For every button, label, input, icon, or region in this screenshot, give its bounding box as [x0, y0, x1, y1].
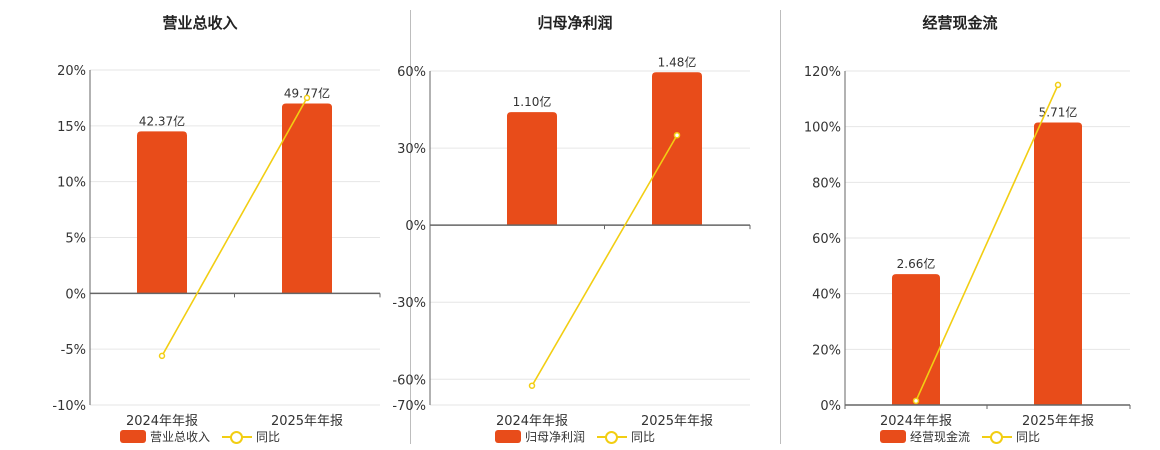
x-tick-label: 2025年年报 [641, 414, 713, 429]
cash-flow-chart: 120% 100% 80% 60% 40% 20% 0% 2.66亿 5.71亿 2024年年报 2… [804, 65, 1131, 429]
legend-bar-label: 营业总收入 [149, 430, 210, 444]
y-tick-label: 100% [804, 121, 841, 136]
yoy-line [531, 134, 678, 387]
x-tick-label: 2024年年报 [496, 414, 568, 429]
legend-yoy-label: 同比 [1016, 430, 1041, 444]
legend-yoy-label: 同比 [631, 430, 656, 444]
legend-bar-label: 归母净利润 [524, 430, 585, 444]
y-tick-label: 120% [804, 65, 841, 80]
legend-yoy-label: 同比 [256, 430, 281, 444]
yoy-point [528, 382, 536, 389]
panel-divider [410, 10, 411, 444]
legend: 经营现金流 同比 [760, 428, 1160, 445]
bar-value-label: 42.37亿 [139, 113, 185, 128]
legend-item-bar[interactable]: 归母净利润 [494, 428, 585, 445]
bar-value-label: 1.48亿 [658, 54, 697, 69]
revenue-chart: 20% 15% 10% 5% 0% -5% -10% 42.37亿 49.77亿 2024年年报 2… [52, 64, 381, 429]
y-tick-label: 60% [812, 232, 841, 247]
y-tick-label: 40% [812, 288, 841, 303]
legend-item-yoy[interactable]: 同比 [982, 428, 1040, 445]
legend-bar-swatch [879, 430, 906, 443]
y-tick-label: 80% [812, 176, 841, 191]
legend-line-marker [222, 430, 252, 444]
chart-title: 归母净利润 [537, 14, 613, 32]
yoy-point [912, 397, 920, 405]
yoy-point [673, 131, 681, 139]
x-tick-label: 2024年年报 [880, 414, 952, 429]
yoy-line [915, 84, 1059, 402]
legend-item-yoy[interactable]: 同比 [222, 428, 280, 445]
y-tick-label: 0% [820, 399, 841, 414]
chart-title: 经营现金流 [922, 14, 998, 32]
chart-title: 营业总收入 [162, 14, 238, 32]
x-tick-label: 2024年年报 [126, 414, 198, 429]
net-profit-chart: 60% 30% 0% -30% -60% -70% 1.10亿 1.48亿 2024年年报 202… [392, 54, 751, 429]
y-tick-label: 15% [57, 120, 86, 135]
legend-item-yoy[interactable]: 同比 [597, 428, 655, 445]
yoy-line [161, 97, 308, 357]
y-tick-label: 5% [65, 232, 86, 247]
x-tick-label: 2025年年报 [1022, 414, 1094, 429]
bar [1034, 122, 1082, 405]
bar [892, 274, 940, 405]
y-tick-label: -10% [52, 399, 86, 414]
y-tick-label: 0% [405, 219, 426, 234]
y-tick-label: 20% [812, 343, 841, 358]
yoy-point [158, 352, 166, 360]
legend-line-marker [597, 430, 627, 444]
y-tick-label: 0% [65, 287, 86, 302]
legend-bar-label: 经营现金流 [909, 430, 970, 444]
bar-value-label: 2.66亿 [897, 256, 936, 271]
bar-value-label: 49.77亿 [284, 86, 330, 101]
legend-bar-swatch [494, 430, 521, 443]
y-tick-label: 60% [397, 65, 426, 80]
legend-item-bar[interactable]: 营业总收入 [119, 428, 210, 445]
net-profit-chart-panel: 归母净利润 60% 30% 0% -30% -60% -70% 1.10亿 1.48亿 2024… [370, 0, 780, 450]
y-tick-label: -30% [392, 296, 426, 311]
legend-item-bar[interactable]: 经营现金流 [879, 428, 970, 445]
y-tick-label: -5% [61, 343, 86, 358]
y-tick-label: 30% [397, 142, 426, 157]
panel-divider [780, 10, 781, 444]
y-tick-label: -60% [392, 373, 426, 388]
legend: 营业总收入 同比 [0, 428, 400, 445]
bar-value-label: 1.10亿 [513, 94, 552, 109]
y-tick-label: -70% [392, 399, 426, 414]
bar [507, 112, 557, 226]
revenue-chart-panel: 营业总收入 20% 15% 10% 5% 0% -5% -10% 42.37亿 49.77亿 20… [0, 0, 400, 450]
legend: 归母净利润 同比 [370, 428, 780, 445]
cash-flow-chart-panel: 经营现金流 120% 100% 80% 60% 40% 20% 0% 2.66亿 5.71亿 20… [760, 0, 1160, 450]
y-tick-label: 10% [57, 176, 86, 191]
bar-value-label: 5.71亿 [1039, 104, 1078, 119]
bar [137, 131, 187, 294]
legend-bar-swatch [119, 430, 146, 443]
yoy-point [1054, 81, 1062, 89]
legend-line-marker [982, 430, 1012, 444]
yoy-point [303, 94, 311, 102]
bar [652, 72, 702, 226]
y-tick-label: 20% [57, 64, 86, 79]
x-tick-label: 2025年年报 [271, 414, 343, 429]
bar [282, 103, 332, 294]
